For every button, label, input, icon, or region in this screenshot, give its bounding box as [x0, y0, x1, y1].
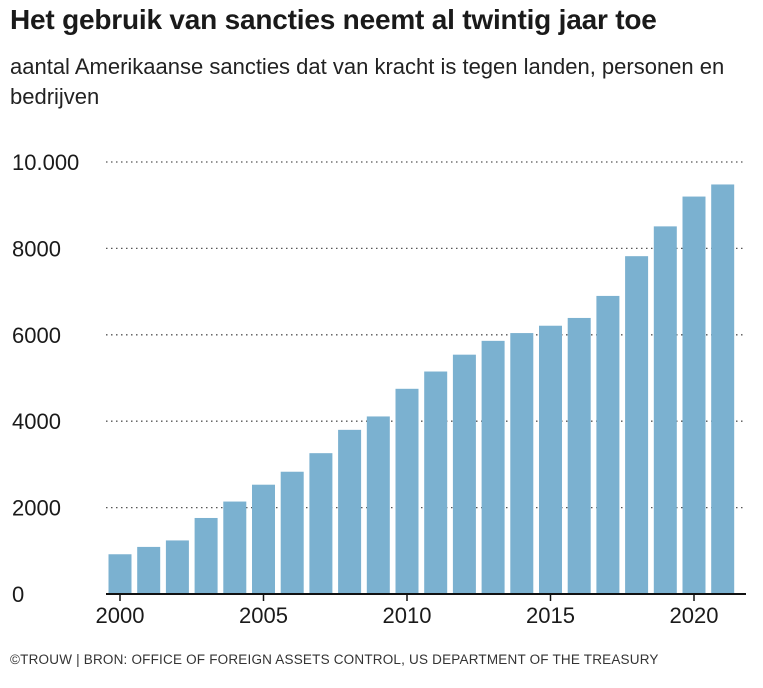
- bars: [108, 184, 735, 594]
- y-tick-label: 4000: [12, 409, 61, 434]
- source-credit: ©TROUW | BRON: OFFICE OF FOREIGN ASSETS …: [10, 652, 659, 667]
- bar: [194, 517, 218, 594]
- bar: [711, 184, 735, 594]
- x-tick-label: 2015: [526, 603, 575, 628]
- bar: [366, 416, 390, 594]
- bar: [625, 256, 649, 594]
- bar: [452, 354, 476, 594]
- bar: [596, 295, 620, 594]
- chart-title: Het gebruik van sancties neemt al twinti…: [10, 4, 657, 35]
- bar: [653, 226, 677, 594]
- x-tick-label: 2005: [239, 603, 288, 628]
- bar: [510, 333, 534, 594]
- axes: [106, 593, 746, 601]
- bar: [395, 388, 419, 594]
- bar: [567, 317, 591, 594]
- bar: [137, 546, 161, 594]
- bar: [424, 371, 448, 594]
- bar: [309, 453, 333, 594]
- x-tick-label: 2020: [670, 603, 719, 628]
- bar: [108, 554, 132, 594]
- bar: [682, 196, 706, 594]
- y-tick-label: 0: [12, 582, 24, 607]
- bar: [223, 501, 247, 594]
- tick-labels: 0 2000 4000 6000 8000 10.000 2000 2005 2010 2015 2…: [12, 150, 718, 628]
- y-tick-label: 10.000: [12, 150, 79, 175]
- x-tick-label: 2010: [383, 603, 432, 628]
- bar-chart: 0 2000 4000 6000 8000 10.000 2000 2005 2010 2015 2…: [12, 150, 746, 628]
- chart-subtitle: aantal Amerikaanse sancties dat van krac…: [10, 54, 725, 109]
- bar: [481, 340, 505, 594]
- bar: [280, 471, 304, 594]
- bar: [252, 484, 275, 594]
- bar: [165, 540, 189, 594]
- bar: [338, 429, 362, 594]
- y-tick-label: 8000: [12, 236, 61, 261]
- x-tick-label: 2000: [96, 603, 145, 628]
- bar: [539, 325, 562, 594]
- y-tick-label: 6000: [12, 323, 61, 348]
- y-tick-label: 2000: [12, 496, 61, 521]
